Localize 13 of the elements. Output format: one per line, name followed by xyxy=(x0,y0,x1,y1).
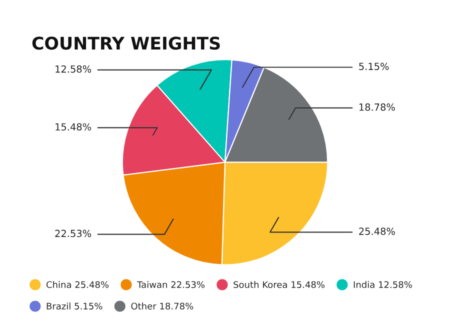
data-label: 25.48% xyxy=(359,228,395,235)
data-label: 18.78% xyxy=(359,103,395,111)
legend-label: India 12.58% xyxy=(354,281,412,288)
data-label: 22.53% xyxy=(55,230,92,238)
legend-label: Taiwan 22.53% xyxy=(137,281,205,288)
legend-label: South Korea 15.48% xyxy=(234,281,325,288)
data-label: 5.15% xyxy=(359,62,389,70)
data-label: 15.48% xyxy=(56,123,92,131)
legend-label: Other 18.78% xyxy=(131,302,194,310)
data-label: 12.58% xyxy=(56,65,92,73)
legend-label: Brazil 5.15% xyxy=(46,302,102,310)
legend-label: China 25.48% xyxy=(46,281,109,288)
chart-title: COUNTRY WEIGHTS xyxy=(32,36,220,50)
